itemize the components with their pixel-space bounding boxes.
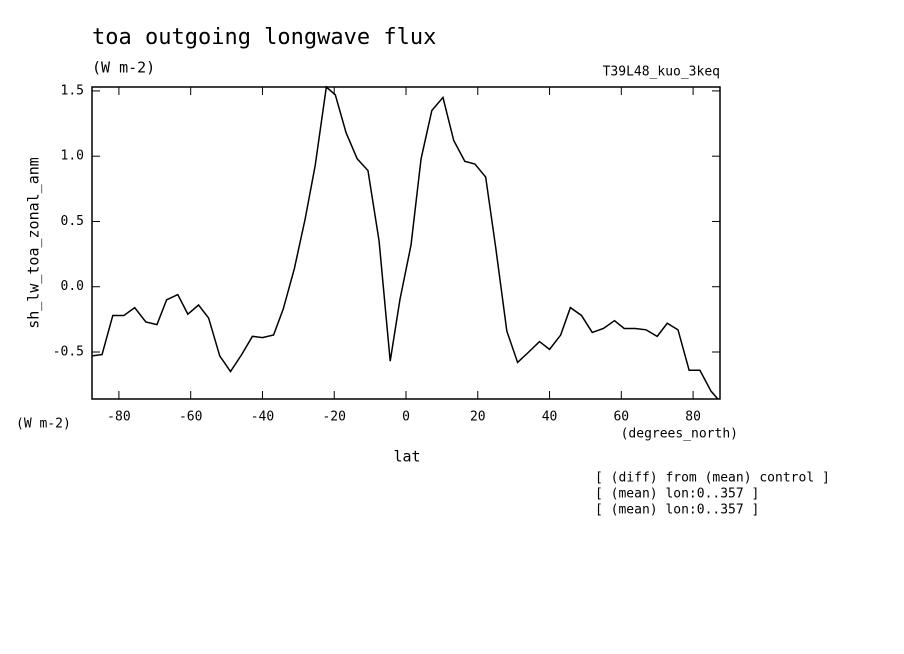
y-tick-label: 1.0 xyxy=(61,149,84,164)
note: [ (diff) from (mean) control ] xyxy=(595,471,830,486)
y-tick-label: -0.5 xyxy=(53,345,84,360)
x-tick-label: -20 xyxy=(322,410,345,425)
x-tick-label: -60 xyxy=(179,410,202,425)
x-tick-label: -40 xyxy=(251,410,274,425)
x-tick-label: 20 xyxy=(470,410,486,425)
x-axis-label: lat xyxy=(393,448,420,466)
data-line xyxy=(91,85,719,400)
x-tick-label: 80 xyxy=(685,410,701,425)
run-label: T39L48_kuo_3keq xyxy=(603,65,720,80)
x-tick-label: 40 xyxy=(542,410,558,425)
y-tick-label: 1.5 xyxy=(61,83,84,98)
note: [ (mean) lon:0..357 ] xyxy=(595,487,759,502)
x-tick-label: 60 xyxy=(613,410,629,425)
subtitle: (W m-2) xyxy=(92,59,155,77)
x-tick-label: -80 xyxy=(107,410,130,425)
x-tick-label: 0 xyxy=(402,410,410,425)
note: [ (mean) lon:0..357 ] xyxy=(595,503,759,518)
y-units: (W m-2) xyxy=(16,417,71,432)
plot-frame xyxy=(91,86,721,400)
x-units: (degrees_north) xyxy=(621,427,738,442)
y-tick-label: 0.5 xyxy=(61,214,84,229)
chart-title: toa outgoing longwave flux xyxy=(92,25,436,50)
y-axis-label: sh_lw_toa_zonal_anm xyxy=(25,157,43,329)
y-tick-label: 0.0 xyxy=(61,279,84,294)
